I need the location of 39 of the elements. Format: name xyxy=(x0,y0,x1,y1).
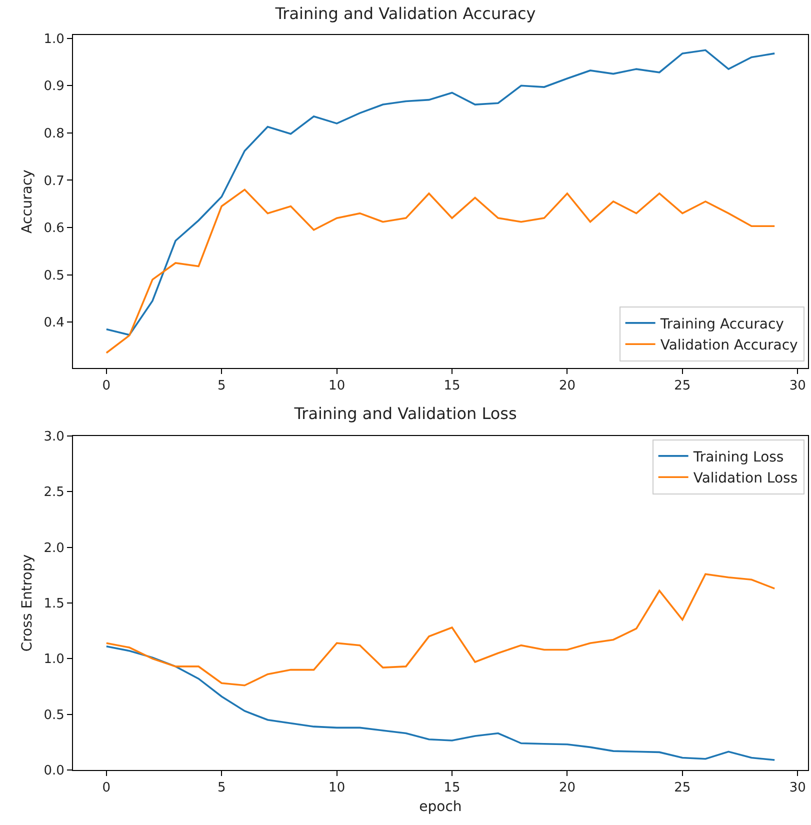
x-tick-label: 10 xyxy=(328,378,346,394)
chart-title: Training and Validation Accuracy xyxy=(274,4,536,24)
x-tick-label: 20 xyxy=(558,780,576,796)
y-tick-label: 0.8 xyxy=(44,126,64,142)
x-tick-label: 25 xyxy=(674,378,691,394)
y-tick-label: 0.5 xyxy=(44,708,64,723)
x-tick-label: 15 xyxy=(444,780,460,796)
y-axis-title: Accuracy xyxy=(19,170,36,234)
x-tick-label: 25 xyxy=(674,780,691,796)
y-tick-label: 2.0 xyxy=(44,540,64,556)
y-tick-label: 0.0 xyxy=(44,764,64,779)
y-tick-label: 2.5 xyxy=(44,485,64,500)
x-tick-label: 0 xyxy=(102,378,111,394)
x-tick-label: 10 xyxy=(328,780,346,796)
x-tick-label: 0 xyxy=(102,780,111,796)
y-axis-title: Cross Entropy xyxy=(19,554,36,652)
legend-label: Validation Loss xyxy=(693,470,798,487)
legend-label: Validation Accuracy xyxy=(660,338,798,354)
y-tick-label: 0.4 xyxy=(44,316,64,331)
legend-label: Training Loss xyxy=(692,449,784,466)
chart-title: Training and Validation Loss xyxy=(293,404,517,424)
y-tick-label: 1.0 xyxy=(44,652,64,668)
x-tick-label: 30 xyxy=(789,780,806,796)
y-tick-label: 1.0 xyxy=(44,32,64,47)
y-tick-label: 1.5 xyxy=(44,596,64,612)
x-axis-title: epoch xyxy=(419,798,462,815)
line-series xyxy=(106,573,776,686)
y-tick-label: 0.9 xyxy=(44,79,64,94)
x-tick-label: 5 xyxy=(217,780,226,796)
y-tick-label: 3.0 xyxy=(44,430,64,445)
line-series xyxy=(106,646,776,761)
x-tick-label: 15 xyxy=(444,378,460,394)
x-tick-label: 20 xyxy=(558,378,576,394)
legend-label: Training Accuracy xyxy=(659,316,784,332)
x-tick-label: 30 xyxy=(789,378,806,394)
y-tick-label: 0.6 xyxy=(44,221,64,236)
y-tick-label: 0.7 xyxy=(44,174,64,189)
x-tick-label: 5 xyxy=(217,378,226,394)
y-tick-label: 0.5 xyxy=(44,268,64,284)
